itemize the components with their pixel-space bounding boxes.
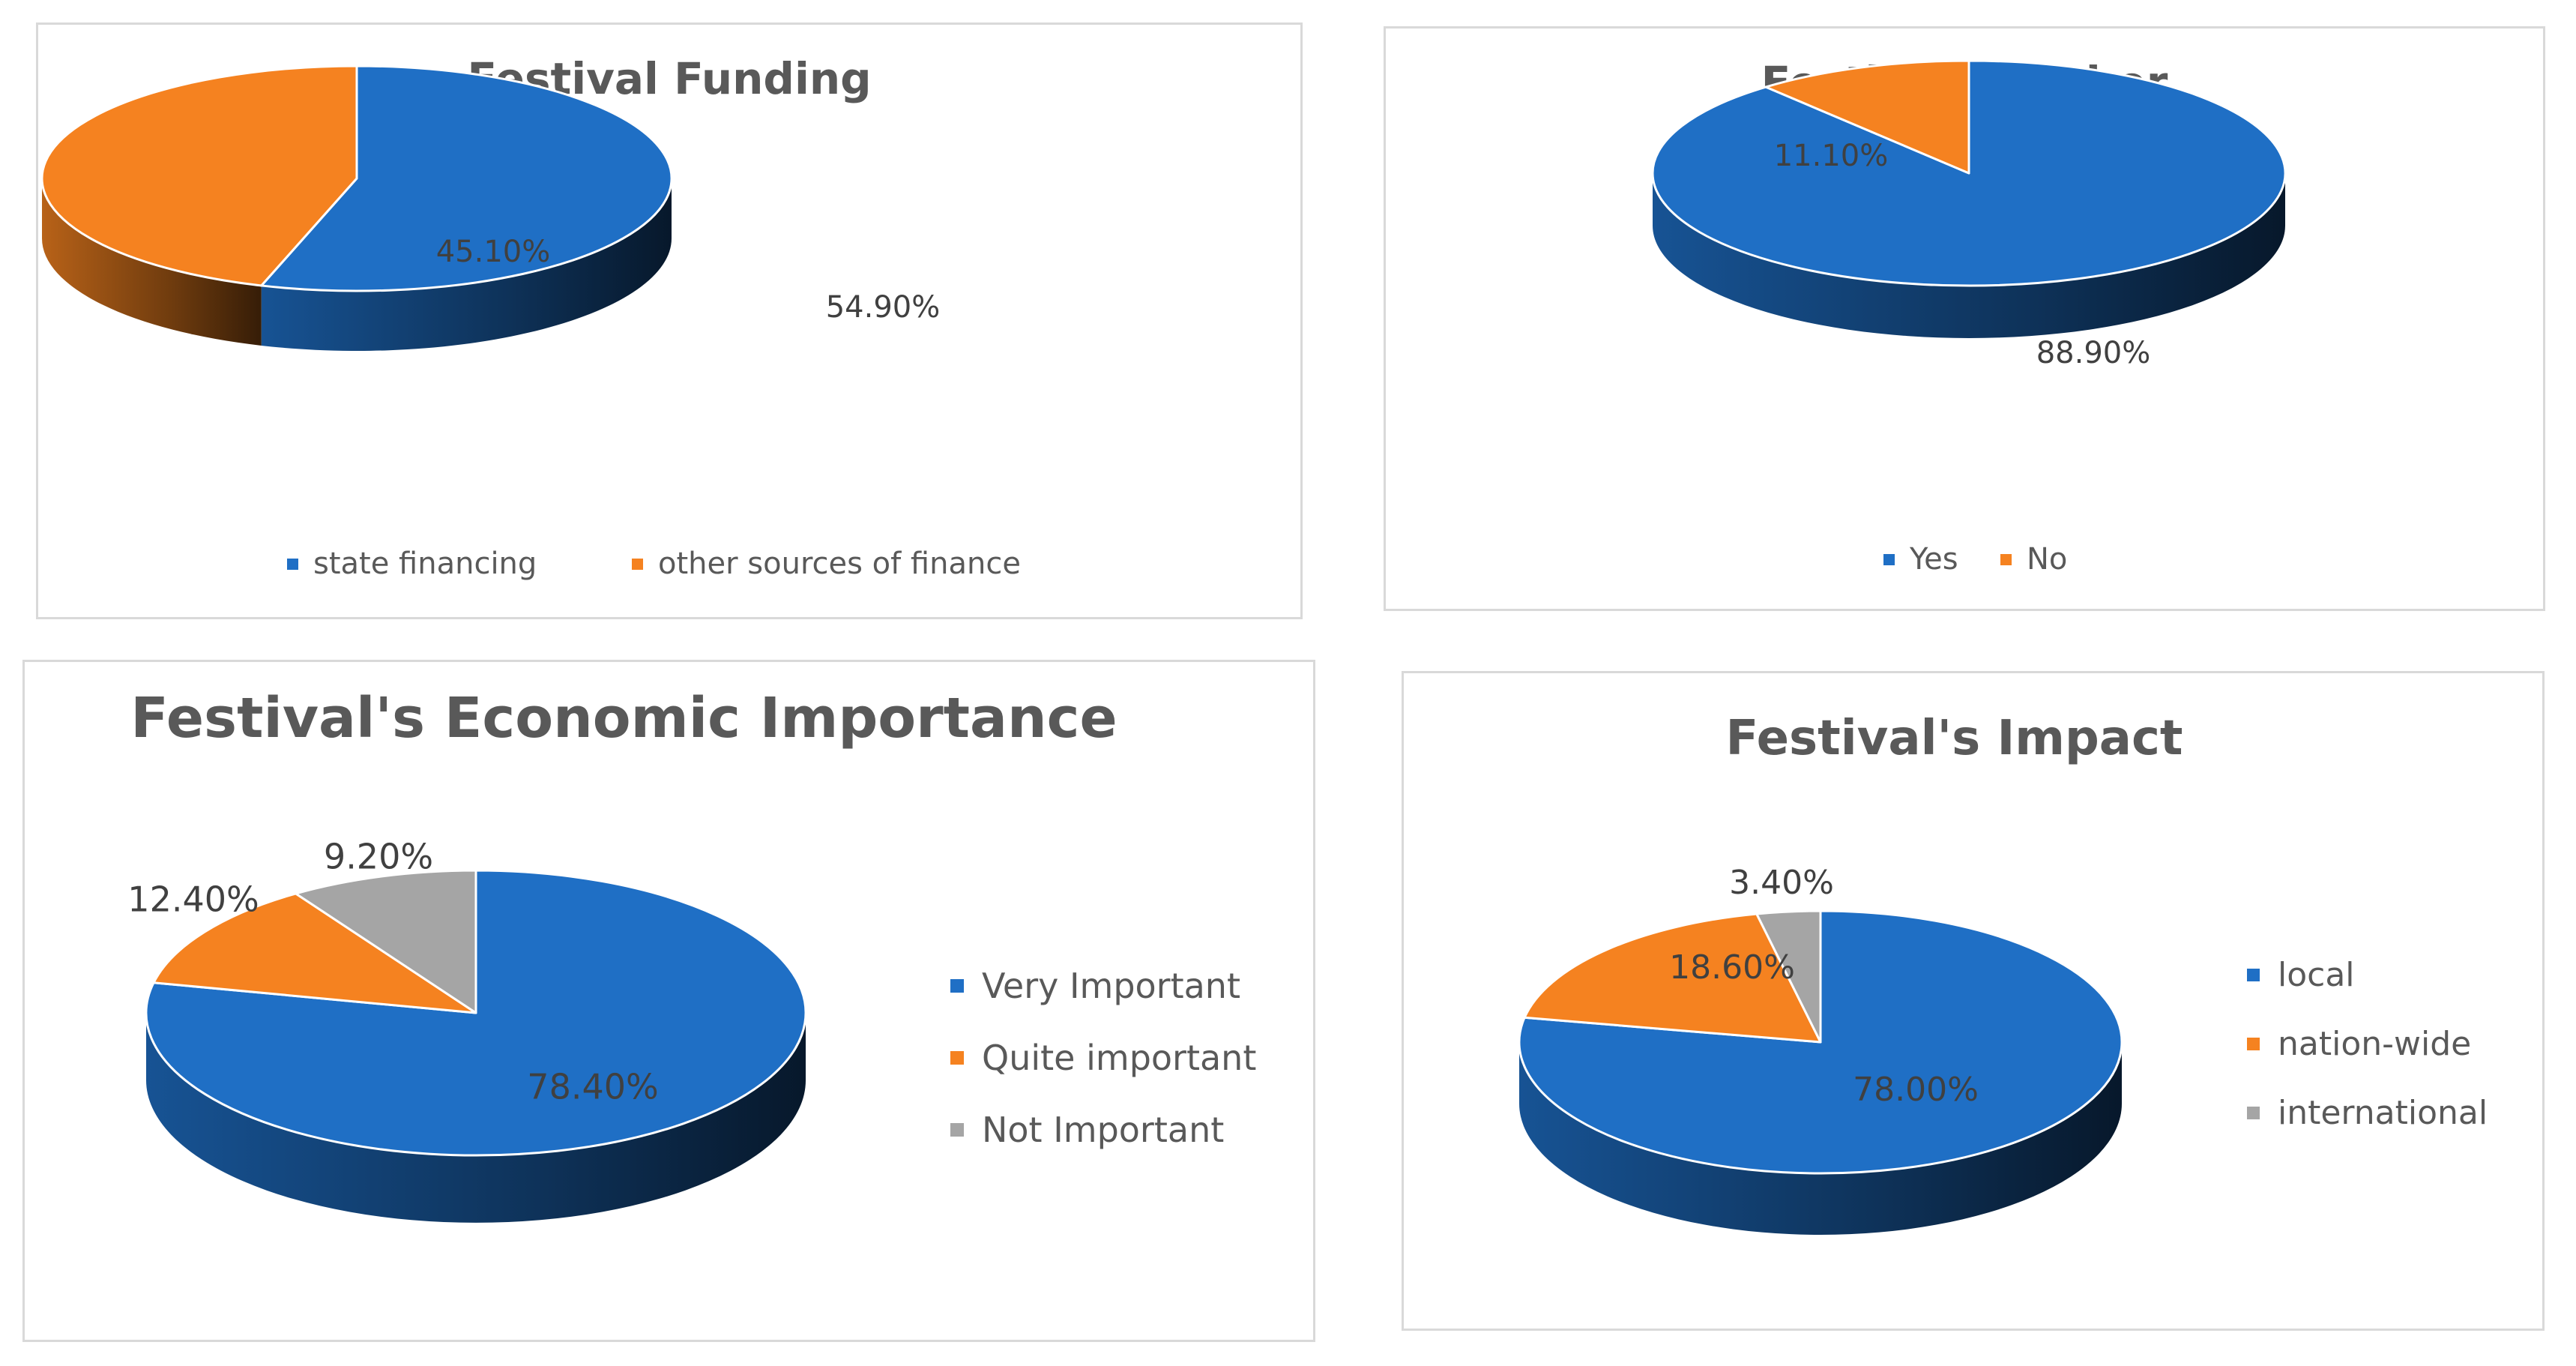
legend-item-nation-wide: nation-wide [2247, 1025, 2471, 1063]
pie-chart: 54.90% 45.10% [40, 64, 941, 351]
legend-swatch [950, 1051, 964, 1065]
legend-swatch [2000, 553, 2012, 565]
legend-item-international: international [2247, 1094, 2488, 1132]
legend-swatch [632, 558, 643, 570]
pie-slice-2 [1764, 59, 1970, 175]
legend-swatch [1883, 553, 1895, 565]
legend: local nation-wide international [1404, 673, 2542, 1329]
pie-sides [146, 1013, 806, 1223]
pie-slice-side [261, 178, 672, 351]
legend-label: international [2278, 1094, 2488, 1132]
legend-label: Not Important [982, 1110, 1225, 1150]
data-label: 3.40% [1729, 864, 1834, 902]
chart-title: Festival's Economic Importance [130, 686, 1117, 750]
pie-sides [1519, 1042, 2122, 1235]
legend-label: state financing [313, 547, 537, 581]
pie-slice-side [1519, 1042, 2122, 1235]
pie-chart: 78.40% 12.40% 9.20% [127, 837, 807, 1223]
data-label: 18.60% [1669, 948, 1795, 987]
legend: Yes No [1386, 28, 2543, 609]
pie-slice-2 [152, 892, 477, 1014]
legend-swatch [2247, 1038, 2260, 1050]
legend-item-no: No [2000, 542, 2067, 577]
data-label: 45.10% [436, 235, 551, 269]
pie-slice-side [146, 1013, 806, 1223]
pie-slice-1 [260, 64, 673, 292]
legend-item-quite-important: Quite important [950, 1038, 1256, 1078]
legend: state financing other sources of finance [38, 25, 1300, 617]
legend-swatch [950, 1123, 964, 1137]
chart-panel-festivals-impact: Festival's Impact 78.00% 18.60% 3.40% loca… [1402, 671, 2545, 1331]
pie-slice-side [1653, 173, 2285, 338]
data-label: 11.10% [1774, 139, 1889, 173]
legend-swatch [287, 558, 298, 570]
legend-item-local: local [2247, 956, 2355, 994]
data-label: 78.40% [527, 1067, 658, 1107]
legend-item-other-sources-of-finance: other sources of finance [632, 547, 1021, 581]
legend-swatch [2247, 1107, 2260, 1119]
legend-item-state-financing: state financing [287, 547, 537, 581]
pie-chart: 88.90% 11.10% [1651, 59, 2287, 370]
data-label: 78.00% [1853, 1071, 1979, 1109]
data-label: 12.40% [127, 879, 259, 920]
legend-label: other sources of finance [658, 547, 1021, 581]
legend-label: No [2027, 542, 2068, 577]
chart-panel-festival-member: Festival Member 88.90%11.10% Yes No [1384, 26, 2545, 611]
legend-item-yes: Yes [1883, 542, 1958, 577]
legend: Very Important Quite important Not Impor… [25, 662, 1313, 1340]
chart-panel-festivals-economic-importance: Festival's Economic Importance 78.40% 12.… [22, 660, 1315, 1342]
pie-sides [42, 178, 672, 351]
pie-slice-2 [1523, 912, 1822, 1044]
data-label: 88.90% [2036, 336, 2151, 370]
legend-item-not-important: Not Important [950, 1110, 1224, 1150]
legend-swatch [950, 979, 964, 993]
pie-slice-3 [1755, 909, 1822, 1044]
legend-label: Yes [1910, 542, 1958, 577]
legend-label: Very Important [982, 966, 1240, 1006]
legend-label: nation-wide [2278, 1025, 2472, 1063]
pie-slice-3 [295, 869, 477, 1014]
legend-label: local [2278, 956, 2355, 994]
pie-sides [1653, 173, 2285, 338]
legend-swatch [2247, 969, 2260, 981]
pie-chart: 78.00% 18.60% 3.40% [1518, 864, 2123, 1235]
chart-panel-festival-funding: Festival Funding 54.90% 45.10% state fina… [36, 22, 1303, 619]
pie-slice-side [42, 178, 262, 346]
data-label: 54.90% [826, 290, 941, 325]
chart-title: Festival's Impact [1725, 711, 2183, 766]
data-label: 9.20% [324, 837, 433, 877]
pie-slice-2 [40, 64, 358, 287]
legend-label: Quite important [982, 1038, 1257, 1078]
legend-item-very-important: Very Important [950, 966, 1240, 1006]
